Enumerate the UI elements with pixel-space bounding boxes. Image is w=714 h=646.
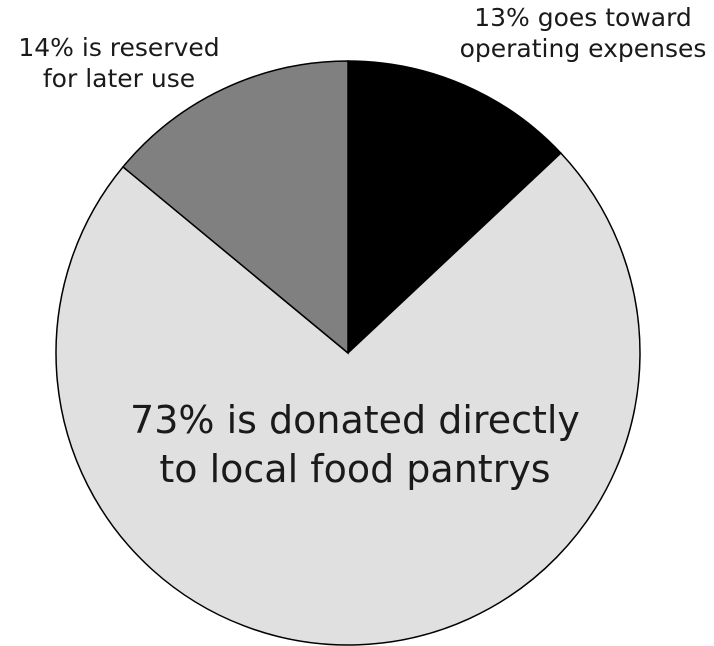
reserved-label: 14% is reserved for later use (0, 33, 238, 94)
operating-expenses-slice (347, 60, 562, 355)
reserved-label-line-2: for later use (42, 63, 196, 93)
reserved-slice (121, 60, 349, 355)
donated-slice (55, 152, 641, 646)
donated-label-line-1: 73% is donated directly (130, 398, 580, 442)
donated-label-line-2: to local food pantrys (159, 447, 551, 492)
operating-expenses-label-line-2: operating expenses (459, 33, 707, 63)
donated-label: 73% is donated directly to local food pa… (90, 396, 620, 495)
reserved-label-line-1: 14% is reserved (18, 33, 220, 62)
operating-expenses-label: 13% goes toward operating expenses (452, 3, 714, 64)
operating-expenses-label-line-1: 13% goes toward (474, 3, 692, 32)
